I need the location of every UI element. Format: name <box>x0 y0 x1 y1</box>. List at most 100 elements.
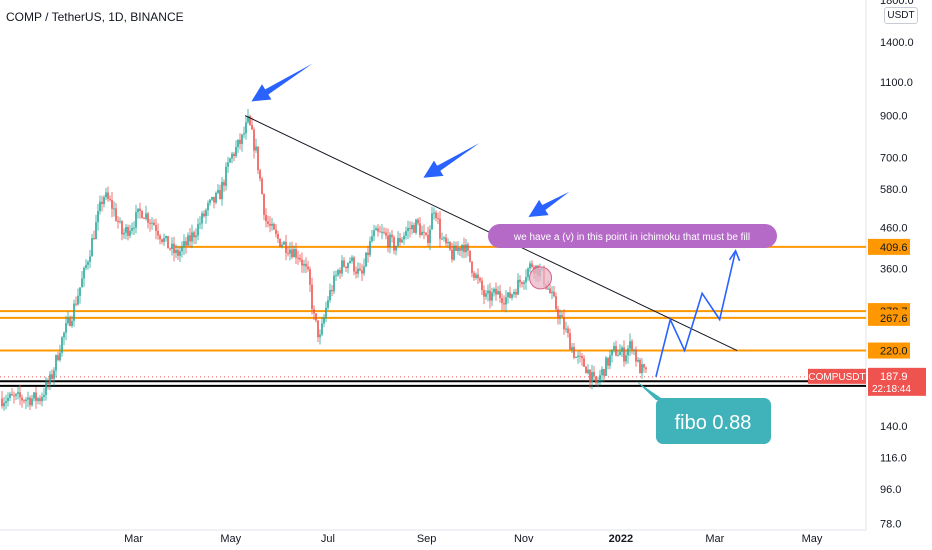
candle-body <box>203 213 205 217</box>
candle-body <box>521 282 523 284</box>
candle-body <box>483 289 485 297</box>
last-price-tag-bg <box>868 367 926 396</box>
candle-body <box>37 398 39 401</box>
candle-body <box>593 372 595 377</box>
candle-body <box>77 295 79 305</box>
x-tick-label: Nov <box>514 533 534 545</box>
candle-body <box>279 238 281 247</box>
candle-body <box>523 282 525 284</box>
candle-body <box>303 263 305 266</box>
candle-body <box>457 247 459 252</box>
candle-body <box>19 392 21 398</box>
candle-body <box>471 261 473 273</box>
candle-body <box>273 223 275 230</box>
candle-body <box>41 396 43 402</box>
candle-body <box>157 230 159 236</box>
candle-body <box>619 351 621 356</box>
level-tag-bg <box>868 309 910 326</box>
candle-body <box>627 348 629 356</box>
candle-body <box>73 303 75 321</box>
candle-body <box>87 261 89 265</box>
candle-body <box>563 316 565 330</box>
candle-body <box>149 222 151 224</box>
candle-body <box>259 170 261 179</box>
candle-body <box>381 231 383 233</box>
candle-body <box>421 231 423 236</box>
candle-body <box>257 146 259 171</box>
candle-body <box>395 246 397 251</box>
candle-body <box>135 212 137 228</box>
candle-body <box>175 249 177 254</box>
annotation-arrow <box>251 63 313 102</box>
candle-body <box>451 249 453 260</box>
candle-body <box>295 249 297 258</box>
candle-body <box>101 201 103 205</box>
candle-body <box>65 323 67 333</box>
candle-body <box>137 208 139 213</box>
candle-body <box>469 250 471 262</box>
candle-body <box>227 162 229 167</box>
candle-body <box>287 252 289 254</box>
candle-body <box>261 178 263 195</box>
candle-body <box>85 264 87 268</box>
candle-body <box>151 222 153 224</box>
y-tick-label: 460.0 <box>880 223 908 235</box>
candle-body <box>213 196 215 203</box>
candle-body <box>99 201 101 212</box>
x-tick-label: May <box>220 533 241 545</box>
candle-body <box>209 199 211 204</box>
candle-body <box>183 241 185 247</box>
candle-body <box>427 234 429 244</box>
candle-body <box>357 268 359 274</box>
candle-body <box>97 211 99 223</box>
candle-body <box>439 218 441 239</box>
chart-title: COMP / TetherUS, 1D, BINANCE <box>6 10 184 24</box>
candle-body <box>607 357 609 366</box>
candle-body <box>121 221 123 235</box>
candle-body <box>153 222 155 226</box>
candle-body <box>93 238 95 240</box>
candle-body <box>379 231 381 233</box>
candle-body <box>21 397 23 401</box>
candle-body <box>445 237 447 244</box>
candle-body <box>419 223 421 236</box>
candle-body <box>15 393 17 396</box>
candle-body <box>463 245 465 253</box>
candle-body <box>267 221 269 224</box>
candle-body <box>443 237 445 239</box>
candle-body <box>265 214 267 222</box>
x-tick-label: Sep <box>417 533 437 545</box>
candle-body <box>263 194 265 215</box>
candle-body <box>173 243 175 254</box>
candle-body <box>517 279 519 295</box>
candle-body <box>169 248 171 250</box>
fibo-callout-pointer <box>636 381 664 400</box>
fibo-text: fibo 0.88 <box>675 412 752 434</box>
candle-body <box>423 231 425 233</box>
candle-body <box>89 256 91 262</box>
candle-body <box>57 355 59 361</box>
candle-body <box>577 355 579 358</box>
candle-body <box>55 355 57 371</box>
currency-button[interactable]: USDT <box>884 7 918 24</box>
candle-body <box>123 232 125 235</box>
candle-body <box>53 370 55 379</box>
candle-body <box>113 208 115 210</box>
candle-body <box>71 320 73 326</box>
candle-body <box>195 235 197 238</box>
candle-body <box>35 392 37 401</box>
candle-body <box>479 278 481 281</box>
candle-body <box>497 291 499 295</box>
candle-body <box>475 274 477 278</box>
candle-body <box>547 288 549 290</box>
candle-body <box>485 293 487 297</box>
candle-body <box>489 290 491 301</box>
candle-body <box>219 189 221 200</box>
candle-body <box>235 147 237 156</box>
candle-body <box>11 393 13 396</box>
candle-body <box>69 317 71 326</box>
candle-body <box>513 291 515 295</box>
candle-body <box>405 231 407 236</box>
candle-body <box>385 232 387 236</box>
